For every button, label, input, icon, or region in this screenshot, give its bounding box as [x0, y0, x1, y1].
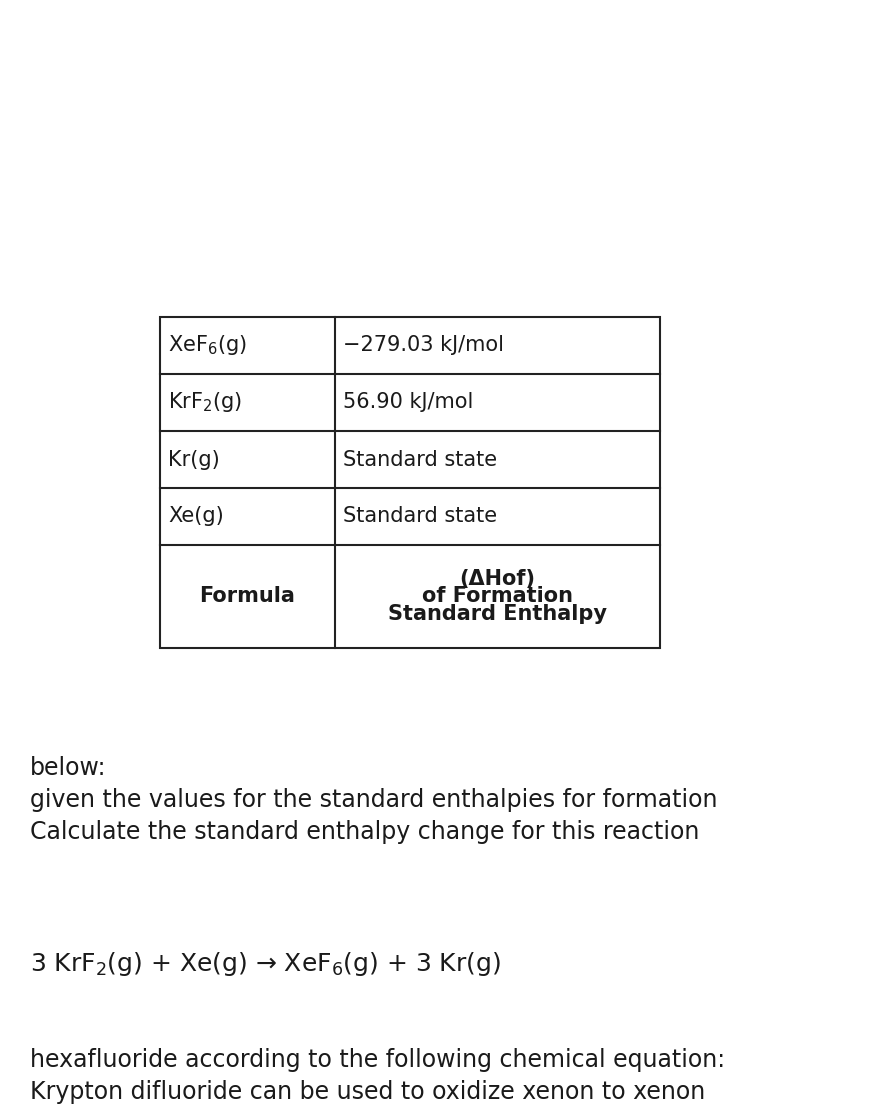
Text: Xe(g): Xe(g): [168, 506, 224, 526]
Text: Formula: Formula: [199, 586, 295, 606]
Text: Calculate the standard enthalpy change for this reaction: Calculate the standard enthalpy change f…: [30, 820, 699, 844]
Text: Standard state: Standard state: [343, 450, 497, 470]
Text: KrF$_2$(g): KrF$_2$(g): [168, 391, 242, 414]
Text: of Formation: of Formation: [422, 586, 573, 606]
Bar: [160, 317, 660, 648]
Text: below:: below:: [30, 756, 106, 780]
Text: hexafluoride according to the following chemical equation:: hexafluoride according to the following …: [30, 1048, 725, 1072]
Text: Standard Enthalpy: Standard Enthalpy: [388, 605, 607, 625]
Text: Standard state: Standard state: [343, 506, 497, 526]
Text: Krypton difluoride can be used to oxidize xenon to xenon: Krypton difluoride can be used to oxidiz…: [30, 1080, 705, 1104]
Text: Kr(g): Kr(g): [168, 450, 220, 470]
Text: XeF$_6$(g): XeF$_6$(g): [168, 333, 247, 357]
Text: 3 KrF$_2$(g) + Xe(g) → XeF$_6$(g) + 3 Kr(g): 3 KrF$_2$(g) + Xe(g) → XeF$_6$(g) + 3 Kr…: [30, 950, 501, 978]
Text: (ΔHof): (ΔHof): [460, 568, 535, 588]
Text: given the values for the standard enthalpies for formation: given the values for the standard enthal…: [30, 788, 718, 813]
Text: 56.90 kJ/mol: 56.90 kJ/mol: [343, 393, 473, 413]
Text: −279.03 kJ/mol: −279.03 kJ/mol: [343, 335, 504, 355]
